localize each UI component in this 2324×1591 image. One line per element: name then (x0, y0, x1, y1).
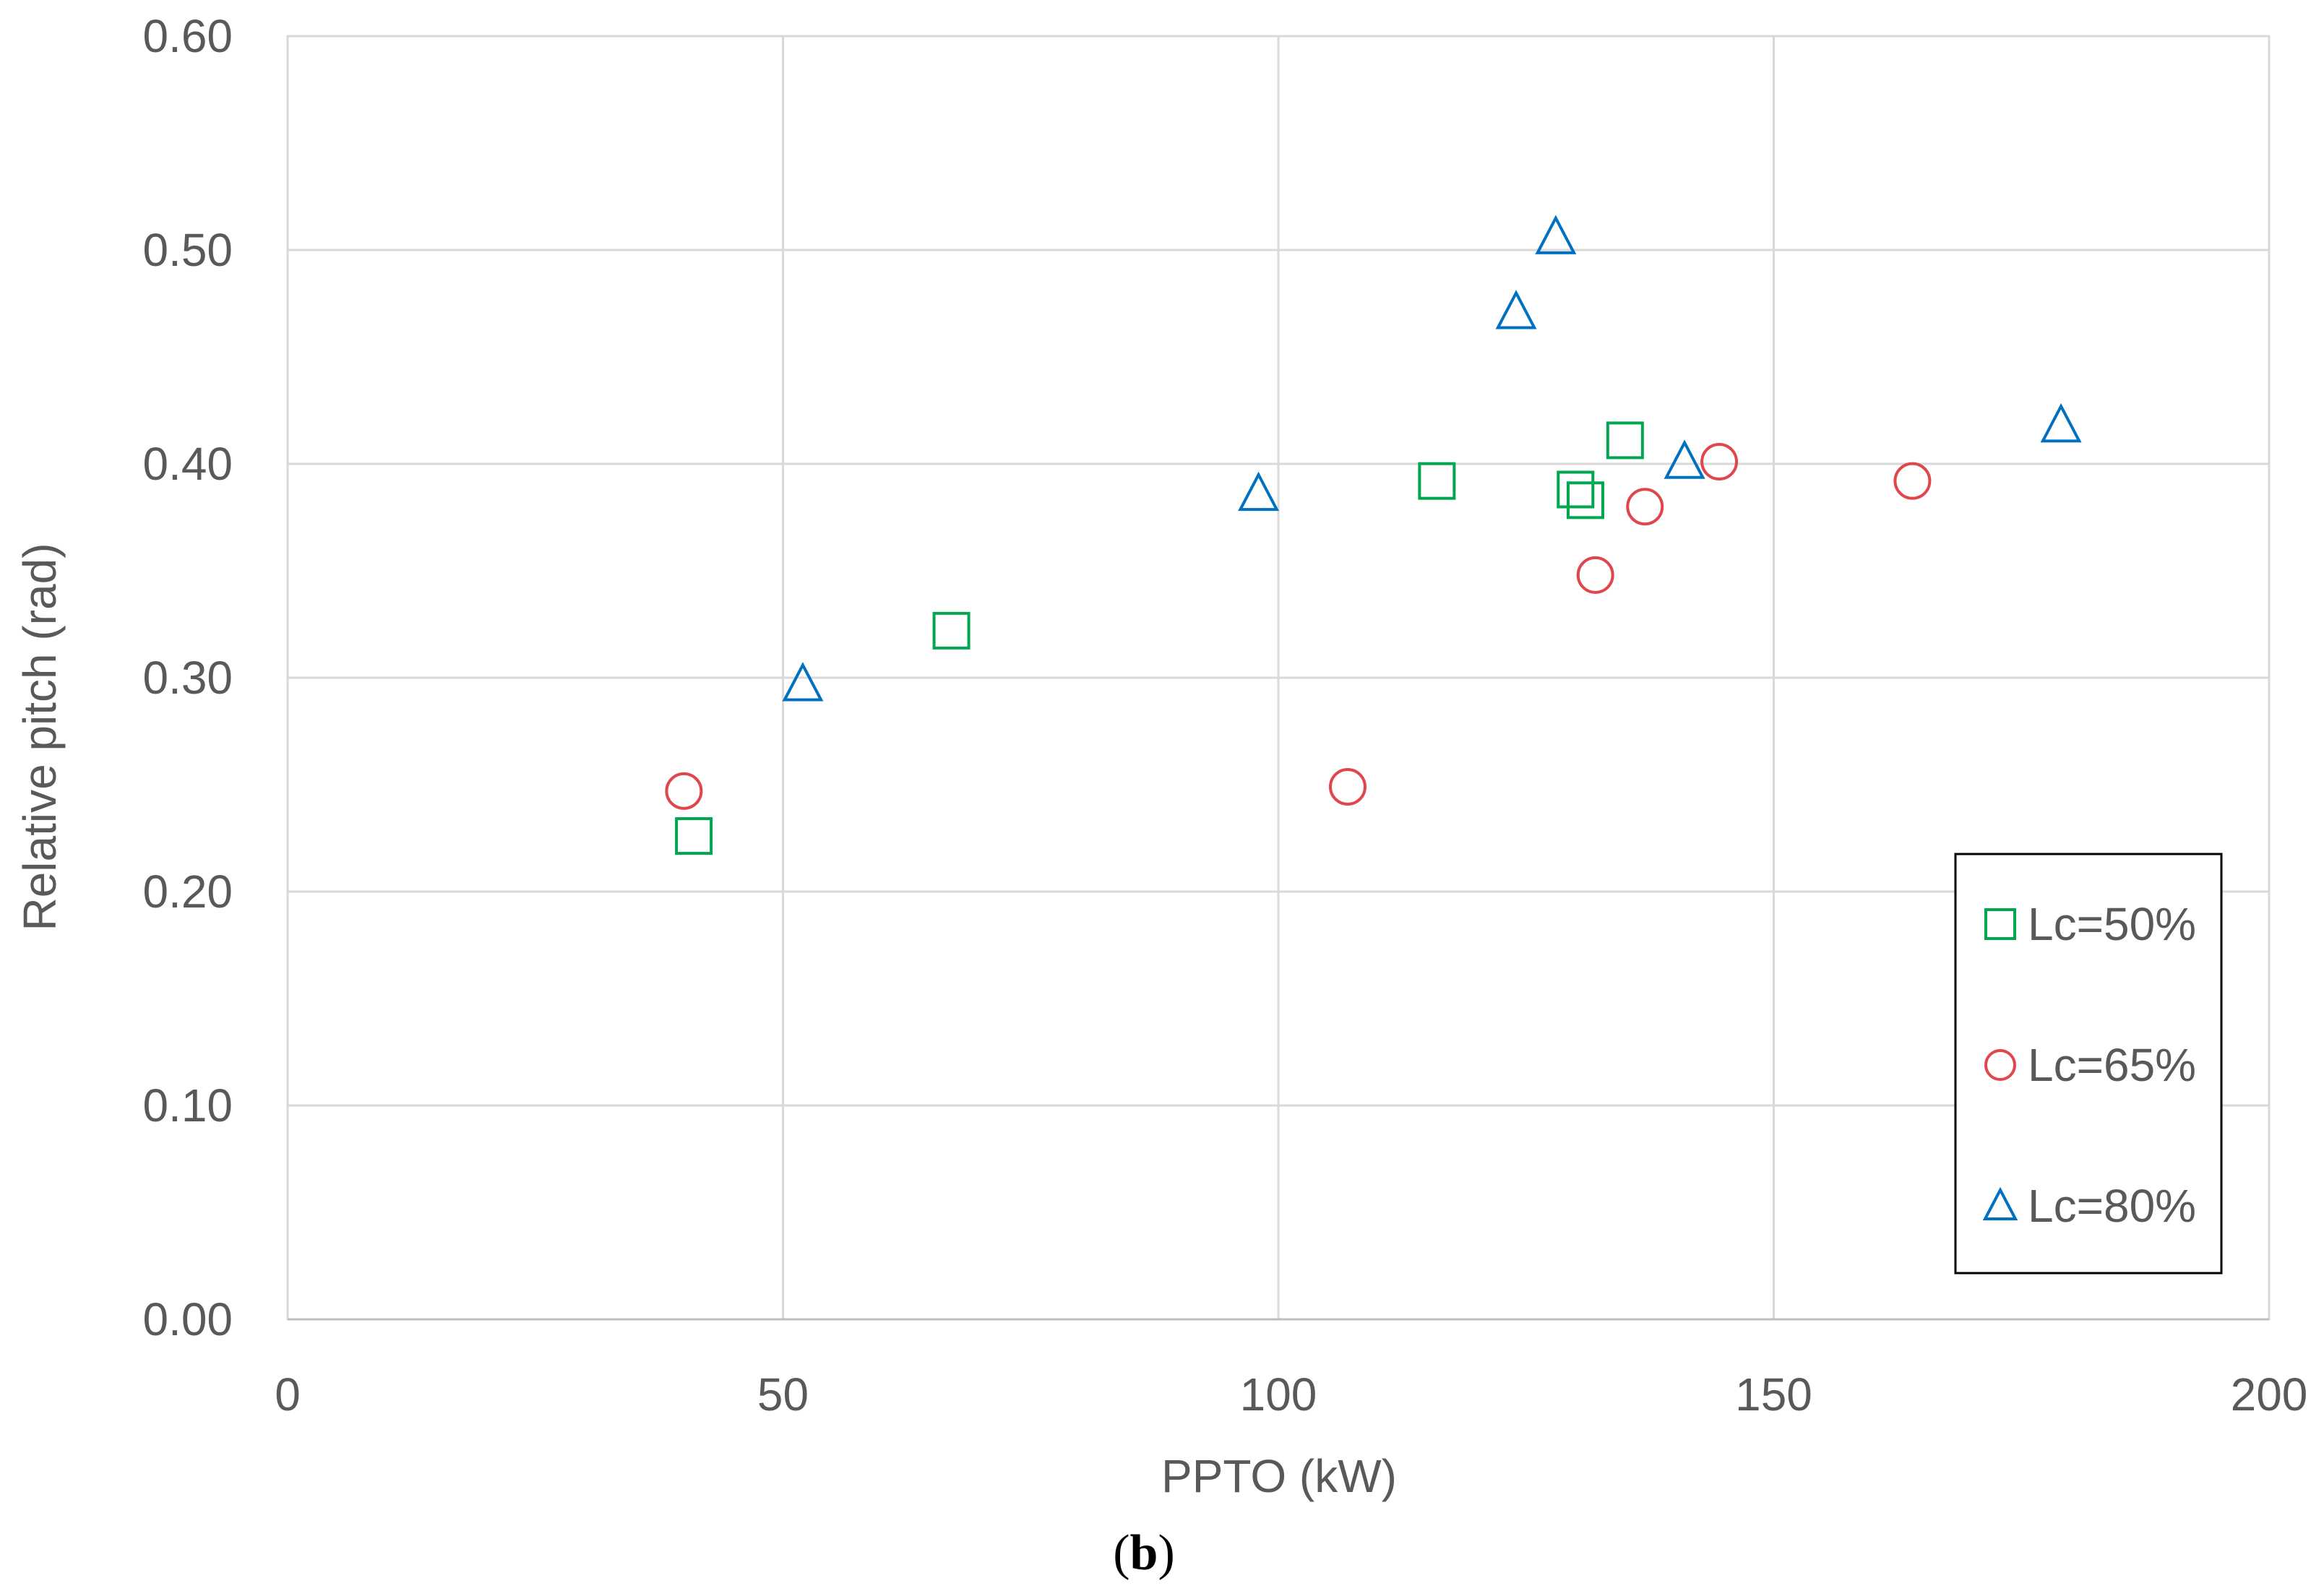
marker-layer (665, 215, 2082, 855)
y-tick-label: 0.30 (142, 652, 233, 704)
legend-label: Lc=50% (2028, 898, 2196, 950)
data-point-square (1557, 470, 1595, 509)
legend: Lc=50% Lc=65% Lc=80% (1954, 853, 2223, 1275)
y-tick-label: 0.50 (142, 224, 233, 276)
legend-marker-circle (1984, 1049, 2016, 1081)
data-point-circle (1576, 556, 1614, 594)
data-point-circle (1626, 488, 1664, 526)
y-tick-label: 0.60 (142, 10, 233, 62)
y-axis-title: Relative pitch (rad) (14, 543, 66, 931)
legend-box (1954, 853, 2223, 1275)
legend-marker-triangle (1982, 1186, 2018, 1221)
y-tick-label: 0.00 (142, 1293, 233, 1345)
x-tick-label: 50 (757, 1368, 809, 1420)
data-point-triangle (1495, 290, 1537, 329)
legend-label: Lc=65% (2028, 1039, 2196, 1091)
x-tick-label: 150 (1735, 1368, 1812, 1420)
data-point-square (1418, 462, 1456, 500)
y-tick-label: 0.10 (142, 1079, 233, 1131)
data-point-square (675, 817, 713, 855)
data-point-square (1606, 421, 1644, 460)
caption-open-paren: ( (1113, 1525, 1129, 1581)
data-point-triangle (1238, 471, 1280, 512)
figure-caption: (b) (1113, 1525, 1175, 1581)
legend-marker-square (1984, 908, 2016, 940)
y-tick-label: 0.20 (142, 866, 233, 918)
x-tick-label: 0 (275, 1368, 301, 1420)
x-tick-label: 100 (1240, 1368, 1317, 1420)
data-point-triangle (2040, 403, 2082, 443)
data-point-triangle (782, 662, 824, 702)
x-axis-title: PPTO (kW) (1161, 1450, 1397, 1502)
data-point-triangle (1535, 215, 1577, 254)
data-point-circle (665, 772, 703, 810)
legend-items: Lc=50% Lc=65% Lc=80% (1982, 898, 2196, 1232)
caption-letter: b (1130, 1525, 1158, 1581)
data-point-square (1567, 481, 1605, 519)
data-point-square (932, 611, 971, 650)
caption-close-paren: ) (1158, 1525, 1174, 1581)
data-point-circle (1328, 767, 1367, 806)
data-point-triangle (1664, 439, 1705, 479)
x-tick-label: 200 (2231, 1368, 2308, 1420)
axis-layer: 0.00 0.10 0.20 0.30 0.40 0.50 0.60 0 50 100 150 200 (142, 10, 2307, 1420)
data-point-circle (1893, 462, 1932, 500)
y-tick-label: 0.40 (142, 438, 233, 490)
data-point-circle (1700, 443, 1739, 481)
legend-label: Lc=80% (2028, 1180, 2196, 1232)
